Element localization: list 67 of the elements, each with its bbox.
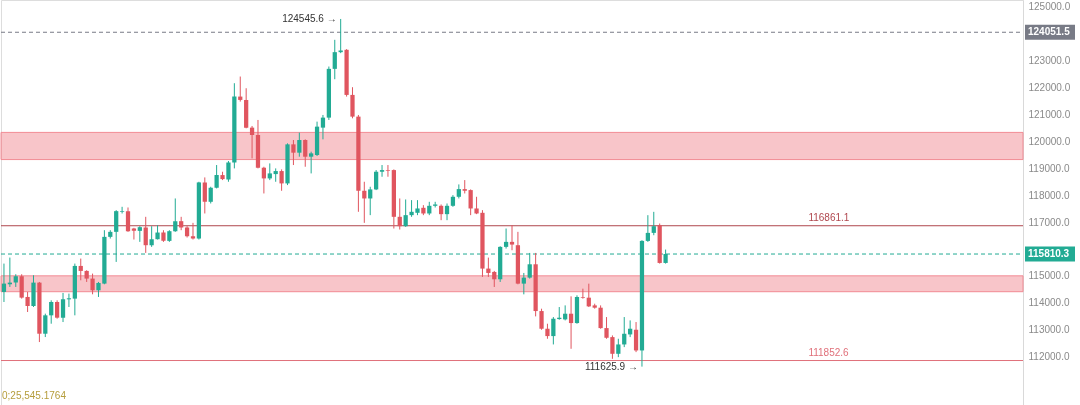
candlestick bbox=[320, 114, 326, 140]
candlestick bbox=[580, 288, 586, 300]
candlestick bbox=[49, 299, 54, 325]
candlestick bbox=[503, 228, 509, 250]
candlestick bbox=[143, 216, 148, 254]
candlestick bbox=[291, 139, 296, 166]
y-tick-label: 112000.0 bbox=[1028, 351, 1070, 363]
ref-line-label: 116861.1 bbox=[808, 211, 850, 223]
candlestick bbox=[616, 338, 621, 358]
candlestick bbox=[350, 86, 355, 119]
candlestick bbox=[385, 164, 391, 178]
candlestick bbox=[226, 160, 231, 183]
candlestick bbox=[202, 176, 207, 214]
candlestick bbox=[551, 316, 556, 345]
y-tick-label: 118000.0 bbox=[1028, 189, 1070, 201]
candlestick bbox=[598, 304, 603, 330]
candlestick bbox=[249, 125, 255, 159]
candlestick bbox=[173, 197, 178, 233]
candlestick bbox=[633, 321, 639, 353]
candlestick bbox=[309, 151, 314, 174]
y-tick-label: 120000.0 bbox=[1028, 135, 1071, 147]
y-tick-label: 117000.0 bbox=[1028, 216, 1070, 228]
candlestick bbox=[119, 206, 125, 214]
y-tick-label: 115000.0 bbox=[1028, 270, 1070, 282]
y-tick-label: 121000.0 bbox=[1028, 108, 1071, 120]
candlestick bbox=[568, 295, 574, 350]
candlestick bbox=[125, 206, 131, 233]
candlestick bbox=[1, 263, 7, 303]
ref-line-label: 124051.5 bbox=[1028, 26, 1071, 38]
y-tick-label: 125000.0 bbox=[1028, 1, 1071, 13]
candlestick bbox=[379, 164, 385, 178]
y-tick-label: 113000.0 bbox=[1028, 324, 1070, 336]
annotation: 0;25,545.1764 bbox=[2, 390, 67, 401]
annotation: 111625.9 → bbox=[584, 360, 638, 372]
candlestick bbox=[651, 211, 656, 236]
y-tick-label: 122000.0 bbox=[1028, 81, 1071, 93]
candlestick bbox=[645, 214, 650, 243]
candlestick bbox=[78, 258, 83, 281]
candlestick bbox=[368, 186, 373, 216]
candlestick bbox=[190, 222, 196, 241]
y-tick-label: 119000.0 bbox=[1028, 162, 1070, 174]
candlestick bbox=[403, 198, 408, 228]
candlestick bbox=[468, 188, 473, 216]
candlestick bbox=[90, 273, 95, 295]
candlestick bbox=[332, 39, 337, 80]
candlestick bbox=[303, 138, 308, 168]
candlestick bbox=[397, 197, 402, 231]
candlestick bbox=[444, 202, 450, 221]
y-tick-label: 123000.0 bbox=[1028, 55, 1071, 67]
annotation: 124545.6 → bbox=[282, 12, 337, 24]
y-tick-label: 114000.0 bbox=[1028, 297, 1070, 309]
candlestick bbox=[149, 225, 154, 248]
candlestick bbox=[338, 18, 343, 54]
candlestick bbox=[438, 203, 444, 221]
candlestick bbox=[509, 224, 515, 251]
candlestick bbox=[374, 169, 379, 191]
ref-line-label: 115810.3 bbox=[1028, 248, 1070, 260]
candlestick bbox=[279, 168, 284, 192]
candlestick bbox=[43, 313, 48, 338]
candlestick bbox=[60, 292, 66, 323]
candlestick bbox=[297, 132, 302, 158]
candlestick bbox=[66, 293, 72, 308]
candlestick bbox=[539, 308, 544, 331]
candlestick bbox=[31, 274, 36, 308]
candlestick bbox=[521, 272, 526, 295]
candlestick bbox=[54, 299, 60, 320]
ref-line-label: 111852.6 bbox=[808, 346, 850, 358]
